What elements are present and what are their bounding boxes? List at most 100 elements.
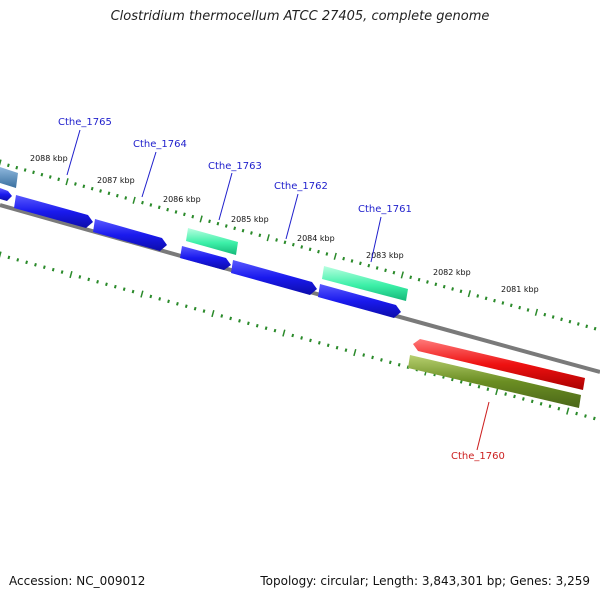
minor-tick: [326, 343, 330, 348]
kbp-scale-labels: 2088 kbp 2087 kbp 2086 kbp 2085 kbp 2084…: [30, 154, 539, 294]
minor-tick: [241, 228, 245, 233]
gene-label-cthe-1762: Cthe_1762: [274, 181, 328, 192]
minor-tick: [397, 362, 401, 367]
minor-tick: [158, 297, 162, 301]
minor-tick: [388, 360, 392, 365]
minor-tick: [7, 255, 11, 260]
minor-tick: [344, 348, 348, 352]
minor-tick: [96, 280, 99, 284]
minor-tick: [584, 414, 587, 418]
minor-tick: [220, 314, 224, 318]
leader-line-cthe-1762: [285, 193, 299, 240]
leader-line-cthe-1763: [218, 172, 233, 221]
major-tick: [140, 290, 144, 298]
feature-blue-arrow-3: [93, 219, 167, 251]
major-tick: [69, 270, 73, 279]
minor-tick: [592, 416, 596, 421]
minor-tick: [202, 309, 206, 313]
minor-tick: [468, 382, 472, 387]
minor-tick: [23, 168, 27, 172]
minor-tick: [182, 212, 186, 217]
kbp-label: 2087 kbp: [97, 176, 135, 185]
gene-label-cthe-1760: Cthe_1760: [451, 451, 505, 462]
minor-tick: [40, 172, 44, 177]
minor-tick: [250, 231, 253, 235]
minor-tick: [115, 193, 119, 198]
feature-blue-arrow-6: [318, 284, 401, 318]
kbp-label: 2081 kbp: [501, 285, 539, 294]
minor-tick: [15, 165, 19, 170]
leader-line-cthe-1765: [66, 129, 81, 176]
minor-tick: [317, 249, 320, 254]
minor-tick: [575, 411, 578, 416]
feature-blue-arrow-4: [180, 246, 231, 270]
feature-blue-arrow-5: [231, 260, 317, 295]
minor-tick: [375, 266, 379, 270]
minor-tick: [246, 321, 250, 326]
minor-tick: [275, 238, 278, 242]
minor-tick: [526, 308, 530, 312]
minor-tick: [51, 267, 55, 272]
tick-row-bottom: [0, 251, 596, 421]
minor-tick: [300, 336, 303, 340]
minor-tick: [426, 280, 429, 284]
major-tick: [0, 159, 2, 166]
kbp-label: 2084 kbp: [297, 234, 335, 243]
feature-rna-2: [322, 266, 408, 301]
feature-blue-arrow-1: [0, 188, 12, 201]
major-tick: [266, 234, 270, 242]
minor-tick: [509, 303, 513, 308]
minor-tick: [99, 189, 102, 193]
minor-tick: [477, 384, 481, 389]
minor-tick: [105, 282, 108, 287]
minor-tick: [42, 265, 46, 270]
minor-tick: [264, 326, 268, 330]
minor-tick: [417, 277, 421, 282]
minor-tick: [229, 316, 233, 321]
minor-tick: [309, 338, 312, 343]
minor-tick: [459, 289, 463, 294]
minor-tick: [434, 282, 438, 287]
minor-tick: [113, 284, 117, 289]
minor-tick: [124, 196, 128, 200]
accession-text: Accession: NC_009012: [9, 574, 146, 588]
minor-tick: [57, 177, 61, 182]
minor-tick: [513, 394, 516, 399]
minor-tick: [208, 219, 211, 224]
minor-tick: [233, 226, 237, 231]
minor-tick: [283, 240, 287, 245]
minor-tick: [167, 299, 170, 304]
gene-label-cthe-1764: Cthe_1764: [133, 139, 187, 150]
minor-tick: [476, 294, 480, 298]
minor-tick: [380, 358, 383, 362]
minor-tick: [557, 406, 561, 411]
minor-tick: [149, 203, 153, 207]
minor-tick: [459, 380, 463, 384]
minor-tick: [107, 191, 111, 196]
map-title: Clostridium thermocellum ATCC 27405, com…: [110, 9, 490, 24]
minor-tick: [60, 270, 64, 274]
minor-tick: [350, 259, 354, 263]
major-tick: [400, 271, 404, 279]
minor-tick: [521, 397, 525, 401]
minor-tick: [224, 224, 228, 228]
minor-tick: [16, 258, 20, 262]
kbp-label: 2082 kbp: [433, 268, 471, 277]
minor-tick: [317, 341, 321, 345]
minor-tick: [122, 287, 126, 291]
minor-tick: [551, 315, 555, 319]
minor-tick: [367, 263, 371, 268]
gene-label-cthe-1761: Cthe_1761: [358, 204, 412, 215]
major-tick: [0, 251, 2, 258]
minor-tick: [90, 186, 94, 191]
minor-tick: [451, 287, 454, 291]
major-tick: [211, 309, 215, 318]
minor-tick: [25, 260, 29, 265]
minor-tick: [149, 294, 153, 299]
minor-tick: [518, 305, 522, 310]
minor-tick: [493, 298, 496, 303]
minor-tick: [486, 387, 490, 391]
major-tick: [132, 196, 136, 204]
minor-tick: [291, 242, 295, 247]
